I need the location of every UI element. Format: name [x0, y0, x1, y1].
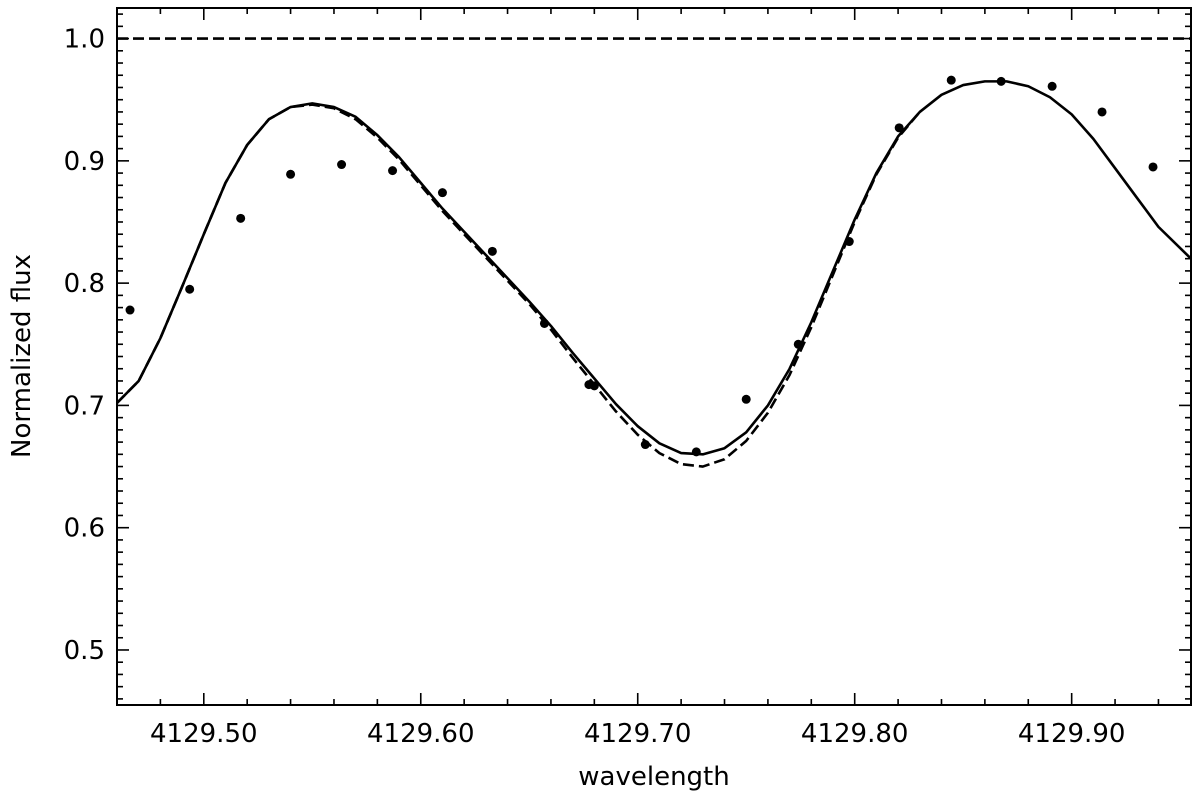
data-point: [236, 213, 246, 223]
data-point: [1097, 107, 1107, 117]
data-point: [437, 188, 447, 198]
x-tick-label: 4129.60: [367, 719, 475, 749]
plot-area: [117, 37, 1191, 468]
plot-frame: [116, 7, 1192, 706]
data-point: [286, 169, 296, 179]
data-point: [793, 339, 803, 349]
dashed-line-series-2: [117, 103, 921, 468]
data-point: [1047, 81, 1057, 91]
y-tick-label: 1.0: [64, 25, 105, 55]
data-point: [996, 76, 1006, 86]
data-point: [337, 160, 347, 170]
y-tick-label: 0.8: [64, 269, 105, 299]
data-point: [844, 237, 854, 247]
x-axis-label: wavelength: [578, 762, 729, 792]
data-point: [946, 75, 956, 85]
x-tick-label: 4129.50: [150, 719, 258, 749]
y-tick-label: 0.9: [64, 147, 105, 177]
data-point: [894, 123, 904, 133]
data-point: [741, 394, 751, 404]
solid-line-series-1: [117, 80, 1191, 456]
data-point: [640, 440, 650, 450]
axis-ticks: 4129.50 4129.60 4129.70 4129.80 4129.90 0.5 0.…: [64, 8, 1191, 749]
data-point: [388, 166, 398, 176]
y-tick-label: 0.6: [64, 514, 105, 544]
y-tick-label: 0.5: [64, 636, 105, 666]
data-point: [539, 318, 549, 328]
data-point: [1148, 162, 1158, 172]
data-point: [185, 284, 195, 294]
data-point: [487, 246, 497, 256]
data-point: [125, 305, 135, 315]
data-point: [589, 381, 599, 391]
y-tick-label: 0.7: [64, 391, 105, 421]
data-point: [691, 447, 701, 457]
x-tick-label: 4129.80: [801, 719, 909, 749]
y-axis-label: Normalized flux: [7, 254, 37, 458]
x-tick-label: 4129.70: [584, 719, 692, 749]
x-tick-label: 4129.90: [1018, 719, 1126, 749]
